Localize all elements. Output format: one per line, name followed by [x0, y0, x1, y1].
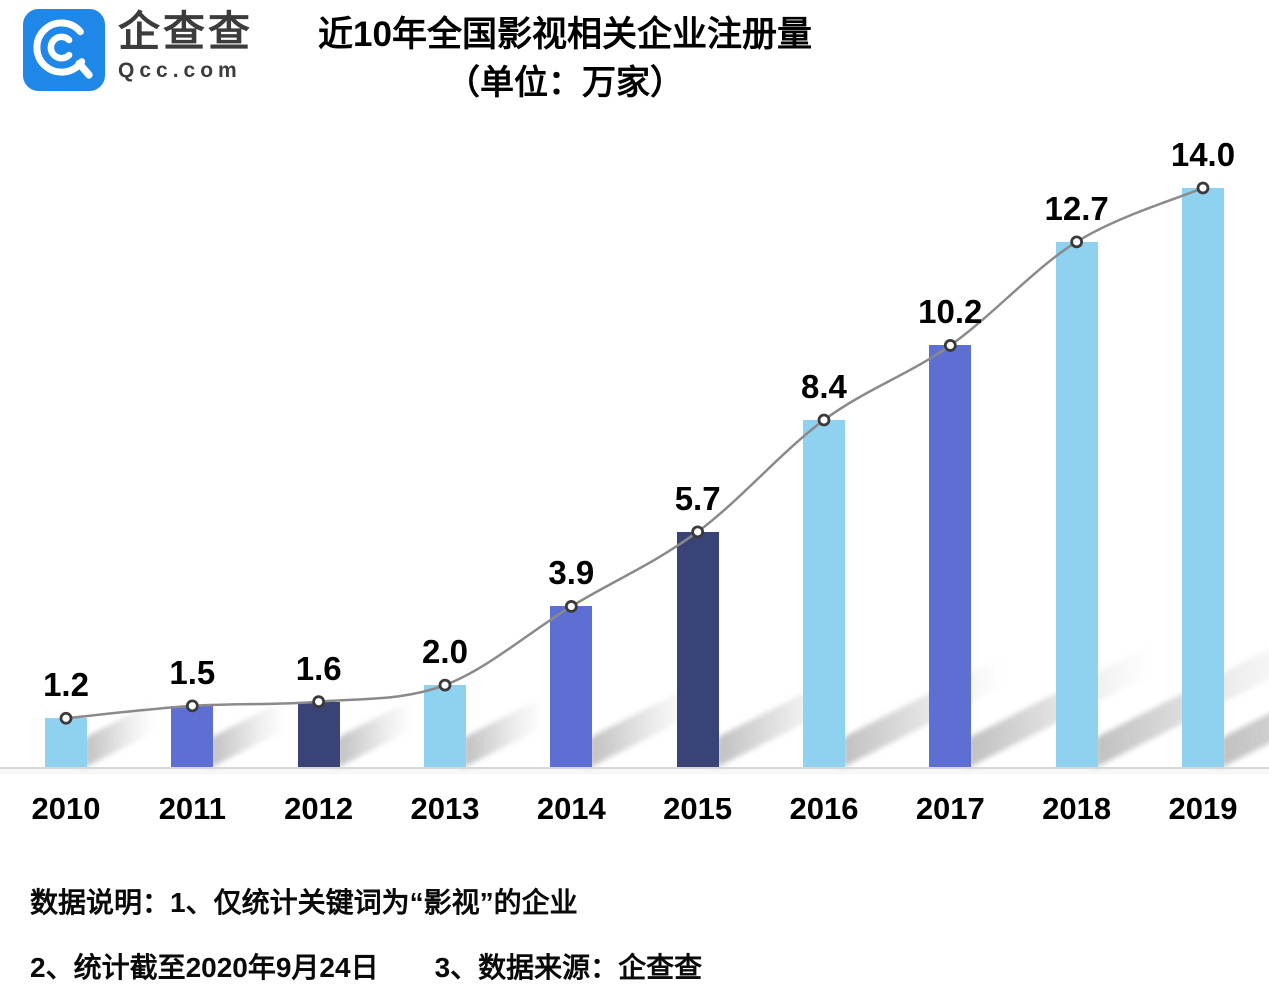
year-label-2012: 2012 [284, 791, 354, 826]
data-point-marker-2017 [943, 339, 957, 352]
bar-2014 [550, 606, 593, 768]
brand-name-cn: 企查查 [118, 8, 254, 55]
value-label-2014: 3.9 [548, 554, 595, 592]
data-point-marker-2011 [185, 699, 199, 713]
note-line-1: 数据说明：1、仅统计关键词为“影视”的企业 [30, 887, 578, 918]
qcc-logo: 企查查 Qcc.com [23, 8, 253, 92]
year-label-2019: 2019 [1168, 791, 1238, 826]
chart-unit-subtitle: （单位：万家） [446, 63, 684, 102]
data-notes: 数据说明：1、仅统计关键词为“影视”的企业 2、统计截至2020年9月24日 3… [30, 881, 702, 986]
qcc-logo-text: 企查查 Qcc.com [118, 8, 253, 83]
value-label-2015: 5.7 [674, 479, 721, 517]
year-label-2015: 2015 [663, 791, 733, 826]
bar-2017 [929, 345, 972, 768]
bar-2018 [1055, 241, 1098, 768]
value-label-2018: 12.7 [1044, 189, 1109, 227]
bar-2013 [423, 685, 466, 768]
value-label-2010: 1.2 [43, 666, 89, 704]
bar-2016 [802, 419, 845, 768]
qcc-magnifier-logo-icon [23, 8, 105, 92]
year-label-2014: 2014 [536, 791, 606, 826]
value-label-2019: 14.0 [1170, 135, 1236, 173]
value-label-2013: 2.0 [422, 633, 468, 671]
year-label-2017: 2017 [915, 791, 985, 826]
chart-title: 近10年全国影视相关企业注册量 [318, 15, 812, 54]
data-point-marker-2014 [564, 600, 578, 613]
x-axis-line [0, 767, 1269, 769]
year-label-2011: 2011 [158, 791, 226, 826]
trend-line [65, 186, 1204, 720]
data-point-marker-2019 [1196, 181, 1210, 195]
year-label-2016: 2016 [789, 791, 859, 826]
value-label-2011: 1.5 [169, 653, 216, 691]
bar-2019 [1181, 187, 1224, 768]
data-point-marker-2012 [312, 695, 326, 709]
note-line-2: 2、统计截至2020年9月24日 3、数据来源：企查查 [30, 952, 703, 983]
year-label-2013: 2013 [410, 791, 480, 826]
data-point-marker-2013 [438, 678, 452, 692]
year-label-2018: 2018 [1042, 791, 1112, 826]
year-label-2010: 2010 [31, 791, 101, 826]
value-label-2017: 10.2 [918, 293, 983, 331]
bar-2011 [171, 705, 214, 768]
chart-title-block: 近10年全国影视相关企业注册量 （单位：万家） [0, 12, 1130, 105]
data-point-marker-2016 [817, 413, 831, 427]
data-point-marker-2018 [1070, 235, 1084, 249]
bar-2012 [297, 701, 340, 768]
value-label-2012: 1.6 [295, 649, 342, 687]
bar-2015 [676, 531, 719, 768]
bar-2010 [45, 718, 87, 768]
brand-domain: Qcc.com [118, 59, 242, 83]
data-point-marker-2010 [59, 711, 73, 725]
value-label-2016: 8.4 [801, 367, 847, 405]
data-point-marker-2015 [691, 525, 705, 539]
